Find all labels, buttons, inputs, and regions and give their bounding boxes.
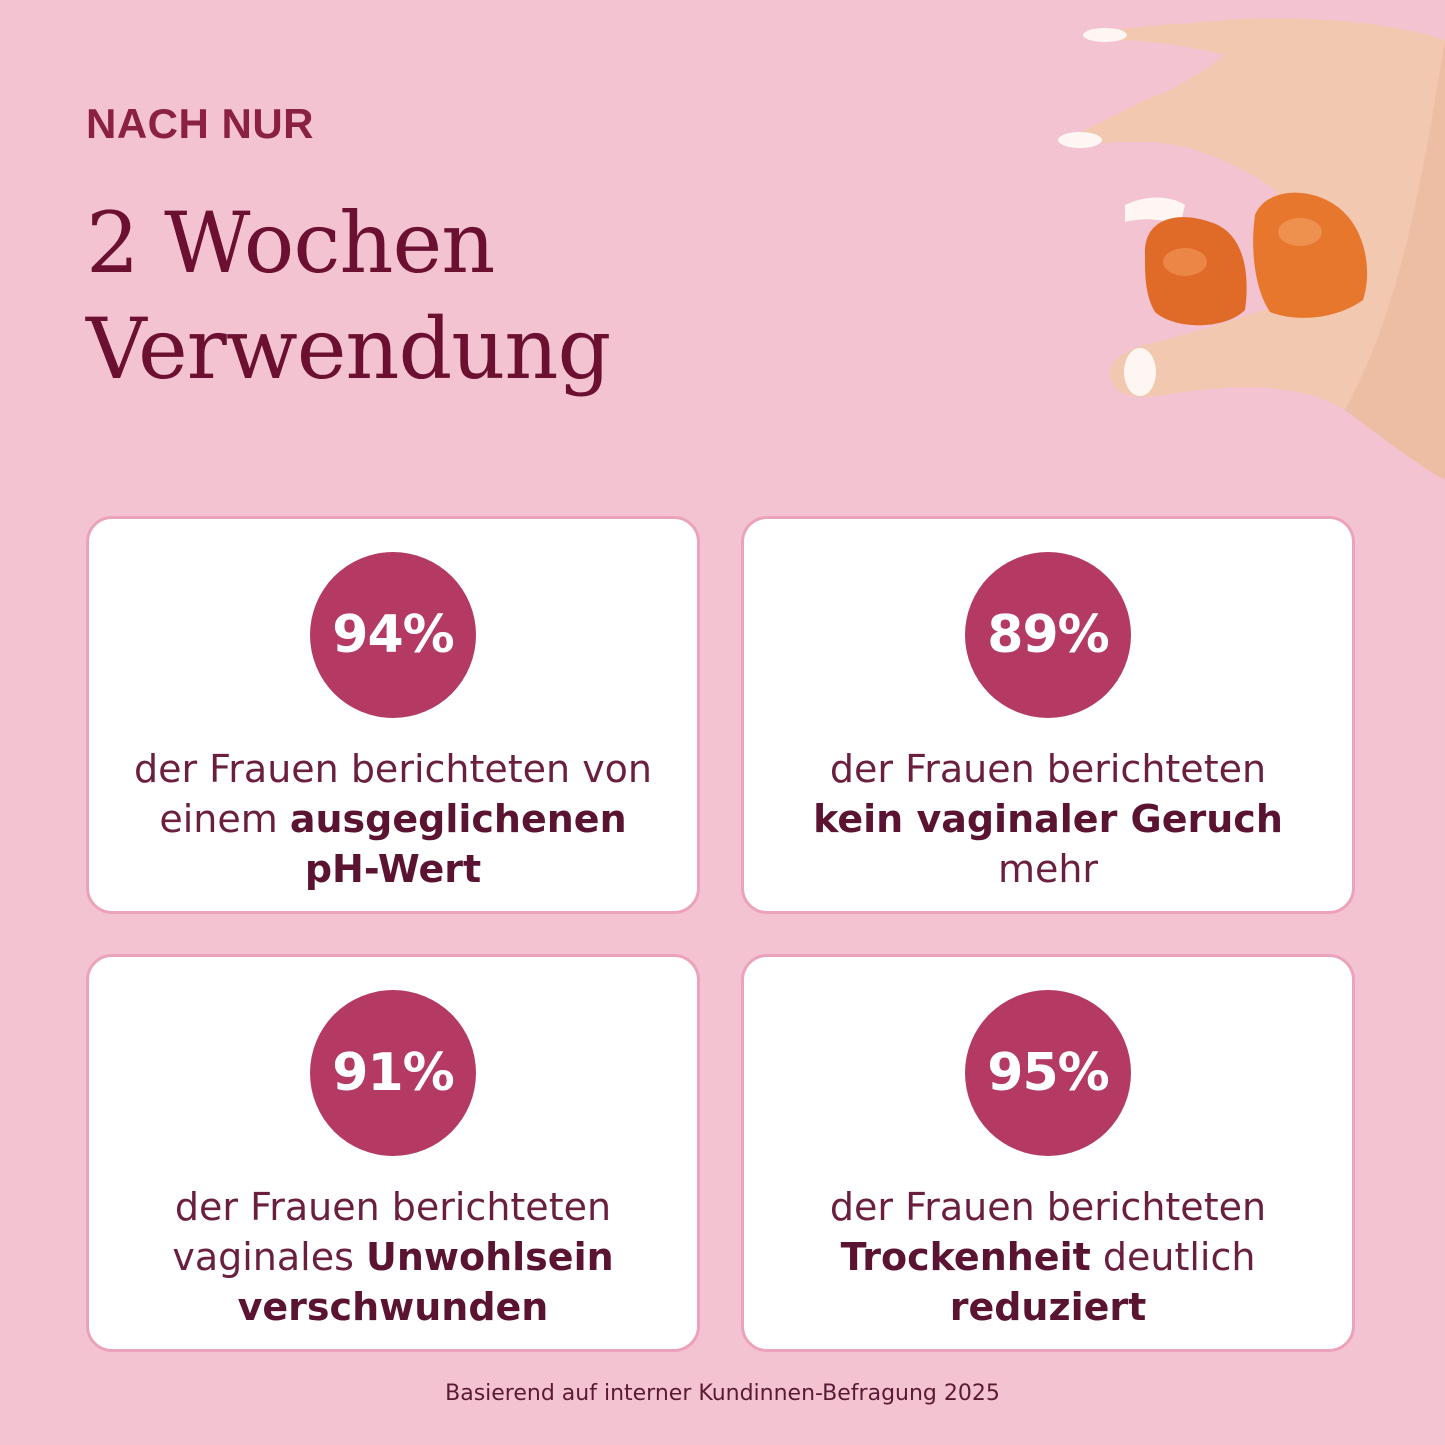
desc-line-2: vaginales Unwohlsein	[109, 1232, 677, 1282]
desc-bold: kein vaginaler Geruch	[813, 797, 1283, 841]
desc-bold: Trockenheit	[840, 1235, 1091, 1279]
stat-badge: 95%	[965, 990, 1131, 1156]
headline: 2 Wochen Verwendung	[86, 190, 611, 402]
desc-line-2: Trockenheit deutlich	[764, 1232, 1332, 1282]
hand-holding-gummies-icon	[1058, 18, 1445, 480]
desc-bold: ausgeglichenen	[289, 797, 627, 841]
stat-description: der Frauen berichteten vaginales Unwohls…	[109, 1182, 677, 1332]
stat-card-ph: 94% der Frauen berichteten von einem aus…	[86, 516, 700, 914]
stat-badge: 94%	[310, 552, 476, 718]
desc-normal: vaginales	[172, 1235, 366, 1279]
desc-bold: pH-Wert	[304, 847, 482, 891]
desc-line-3: verschwunden	[109, 1282, 677, 1332]
desc-line-3: reduziert	[764, 1282, 1332, 1332]
desc-normal: deutlich	[1090, 1235, 1256, 1279]
desc-bold: verschwunden	[237, 1285, 549, 1329]
headline-line-1: 2 Wochen	[86, 194, 495, 292]
stat-badge: 89%	[965, 552, 1131, 718]
stat-card-discomfort: 91% der Frauen berichteten vaginales Unw…	[86, 954, 700, 1352]
headline-line-2: Verwendung	[86, 300, 611, 398]
stat-description: der Frauen berichteten kein vaginaler Ge…	[764, 744, 1332, 894]
footnote: Basierend auf interner Kundinnen-Befragu…	[445, 1381, 1000, 1406]
desc-bold: Unwohlsein	[365, 1235, 614, 1279]
stat-badge: 91%	[310, 990, 476, 1156]
eyebrow-label: NACH NUR	[86, 100, 314, 147]
stat-card-dryness: 95% der Frauen berichteten Trockenheit d…	[741, 954, 1355, 1352]
desc-line-2: kein vaginaler Geruch	[764, 794, 1332, 844]
stat-card-odor: 89% der Frauen berichteten kein vaginale…	[741, 516, 1355, 914]
desc-line-1: der Frauen berichteten	[829, 747, 1267, 791]
desc-line-1: der Frauen berichteten von	[133, 747, 653, 791]
desc-line-1: der Frauen berichteten	[174, 1185, 612, 1229]
desc-normal: einem	[159, 797, 290, 841]
desc-bold: reduziert	[949, 1285, 1147, 1329]
desc-line-3: pH-Wert	[109, 844, 677, 894]
desc-line-2: einem ausgeglichenen	[109, 794, 677, 844]
desc-line-1: der Frauen berichteten	[829, 1185, 1267, 1229]
desc-normal: mehr	[997, 847, 1099, 891]
stat-description: der Frauen berichteten Trockenheit deutl…	[764, 1182, 1332, 1332]
stat-description: der Frauen berichteten von einem ausgegl…	[109, 744, 677, 894]
desc-line-3: mehr	[764, 844, 1332, 894]
